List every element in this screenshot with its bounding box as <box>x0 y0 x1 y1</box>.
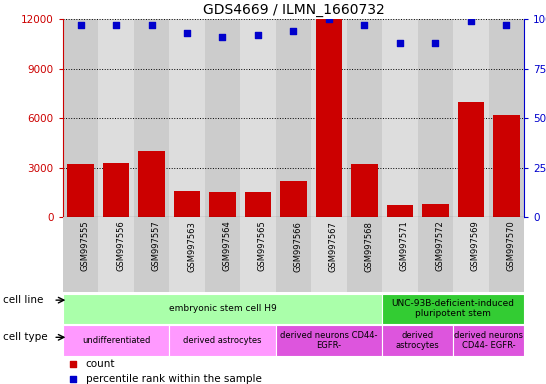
Bar <box>169 19 205 217</box>
Bar <box>240 217 276 292</box>
Bar <box>63 217 98 292</box>
Bar <box>382 326 453 356</box>
Bar <box>418 19 453 217</box>
Point <box>324 16 333 22</box>
Bar <box>458 102 484 217</box>
Bar <box>103 164 129 217</box>
Bar <box>67 164 94 217</box>
Point <box>502 22 511 28</box>
Text: GSM997556: GSM997556 <box>116 221 125 271</box>
Bar <box>169 217 205 292</box>
Bar <box>382 19 418 217</box>
Text: GSM997555: GSM997555 <box>81 221 90 271</box>
Point <box>289 28 298 34</box>
Bar <box>387 205 413 217</box>
Point <box>182 30 191 36</box>
Text: cell line: cell line <box>3 295 44 305</box>
Bar <box>205 217 240 292</box>
Text: UNC-93B-deficient-induced
pluripotent stem: UNC-93B-deficient-induced pluripotent st… <box>391 299 515 318</box>
Text: percentile rank within the sample: percentile rank within the sample <box>86 374 262 384</box>
Bar <box>453 326 524 356</box>
Point <box>360 22 369 28</box>
Bar <box>276 217 311 292</box>
Text: GSM997565: GSM997565 <box>258 221 267 271</box>
Text: GSM997569: GSM997569 <box>471 221 480 271</box>
Text: GSM997564: GSM997564 <box>223 221 232 271</box>
Bar <box>382 294 524 324</box>
Title: GDS4669 / ILMN_1660732: GDS4669 / ILMN_1660732 <box>203 3 384 17</box>
Bar <box>351 164 378 217</box>
Bar <box>63 19 98 217</box>
Text: GSM997571: GSM997571 <box>400 221 409 271</box>
Bar <box>138 151 165 217</box>
Point <box>395 40 404 46</box>
Bar <box>205 19 240 217</box>
Bar <box>489 19 524 217</box>
Bar <box>316 19 342 217</box>
Point <box>147 22 156 28</box>
Bar <box>418 217 453 292</box>
Point <box>68 361 77 367</box>
Text: GSM997570: GSM997570 <box>506 221 515 271</box>
Bar <box>63 326 169 356</box>
Text: GSM997563: GSM997563 <box>187 221 196 271</box>
Text: GSM997557: GSM997557 <box>151 221 161 271</box>
Bar <box>209 192 236 217</box>
Text: GSM997566: GSM997566 <box>294 221 302 271</box>
Bar <box>276 326 382 356</box>
Bar <box>347 19 382 217</box>
Bar <box>98 217 134 292</box>
Bar <box>63 294 382 324</box>
Bar <box>276 19 311 217</box>
Bar <box>382 217 418 292</box>
Point <box>68 376 77 382</box>
Text: cell type: cell type <box>3 332 48 342</box>
Point <box>253 32 263 38</box>
Text: derived neurons
CD44- EGFR-: derived neurons CD44- EGFR- <box>454 331 523 350</box>
Point <box>431 40 440 46</box>
Bar <box>311 19 347 217</box>
Text: derived neurons CD44-
EGFR-: derived neurons CD44- EGFR- <box>280 331 378 350</box>
Bar <box>347 217 382 292</box>
Point <box>466 18 475 24</box>
Point <box>111 22 120 28</box>
Text: GSM997572: GSM997572 <box>435 221 444 271</box>
Text: GSM997567: GSM997567 <box>329 221 338 271</box>
Bar <box>240 19 276 217</box>
Point <box>76 22 85 28</box>
Bar <box>174 190 200 217</box>
Bar <box>453 19 489 217</box>
Text: undifferentiated: undifferentiated <box>82 336 150 345</box>
Bar <box>134 217 169 292</box>
Text: derived astrocytes: derived astrocytes <box>183 336 262 345</box>
Bar <box>98 19 134 217</box>
Bar <box>422 204 449 217</box>
Bar <box>169 326 276 356</box>
Bar <box>489 217 524 292</box>
Bar <box>280 181 307 217</box>
Text: count: count <box>86 359 115 369</box>
Text: embryonic stem cell H9: embryonic stem cell H9 <box>169 304 276 313</box>
Bar <box>311 217 347 292</box>
Point <box>218 34 227 40</box>
Bar <box>245 192 271 217</box>
Text: derived
astrocytes: derived astrocytes <box>396 331 440 350</box>
Bar <box>493 115 520 217</box>
Text: GSM997568: GSM997568 <box>364 221 373 271</box>
Bar <box>453 217 489 292</box>
Bar <box>134 19 169 217</box>
